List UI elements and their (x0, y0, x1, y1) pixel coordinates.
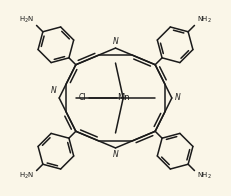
Text: N: N (51, 86, 57, 95)
Text: H$_2$N: H$_2$N (19, 171, 34, 181)
Text: Cl: Cl (79, 93, 86, 103)
Text: NH$_2$: NH$_2$ (197, 171, 212, 181)
Text: N: N (113, 151, 118, 160)
Text: N: N (174, 93, 180, 103)
Text: Mn: Mn (117, 93, 130, 103)
Text: N: N (113, 36, 118, 45)
Text: H$_2$N: H$_2$N (19, 15, 34, 25)
Text: NH$_2$: NH$_2$ (197, 15, 212, 25)
